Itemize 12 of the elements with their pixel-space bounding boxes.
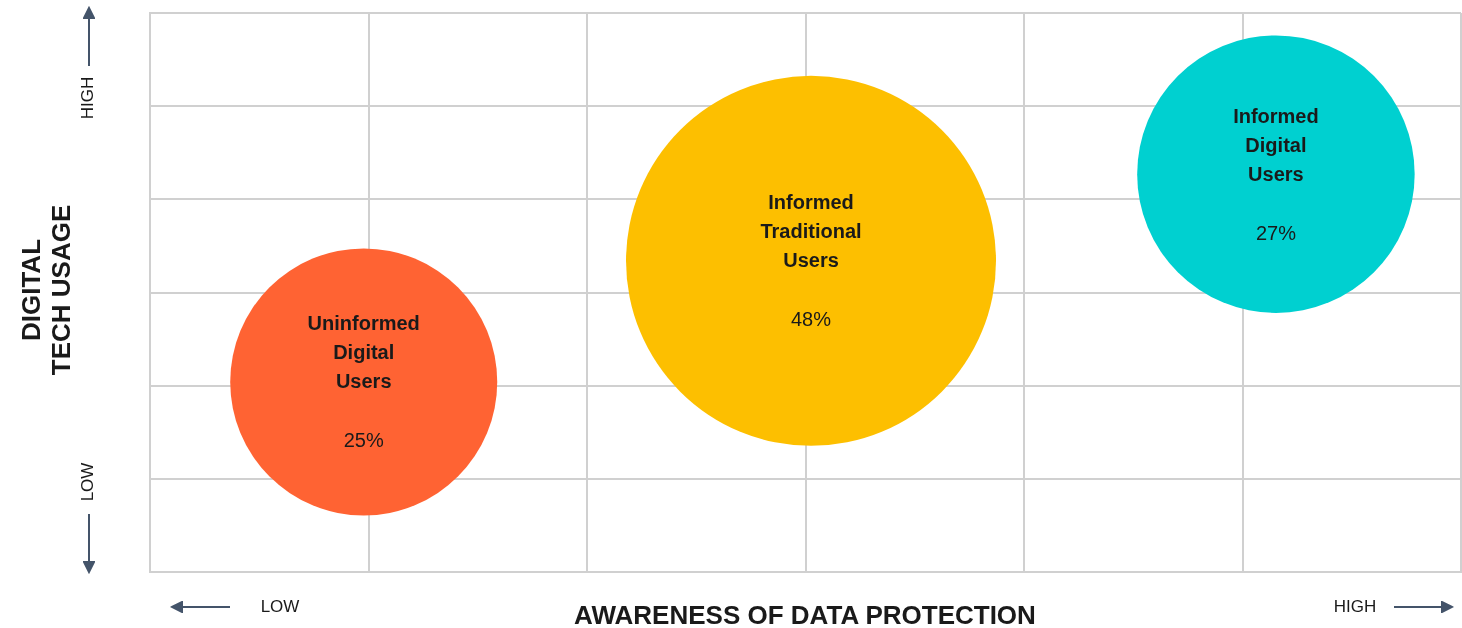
data-label: 27% bbox=[1255, 221, 1297, 244]
series-label: Informed Digital Users bbox=[1233, 104, 1319, 185]
series-label: Uninformed Digital Users bbox=[307, 312, 420, 393]
text: LOW bbox=[260, 597, 300, 617]
data-label: 48% bbox=[790, 308, 832, 331]
text: HIGH bbox=[78, 76, 98, 120]
text: DIGITAL TECH USAGE bbox=[16, 204, 76, 376]
text: AWARENESS OF DATA PROTECTION bbox=[574, 599, 1036, 628]
text: LOW bbox=[78, 462, 98, 502]
data-label: 25% bbox=[343, 429, 384, 452]
text: HIGH bbox=[1333, 597, 1377, 617]
series-label: Informed Traditional Users bbox=[760, 191, 862, 272]
